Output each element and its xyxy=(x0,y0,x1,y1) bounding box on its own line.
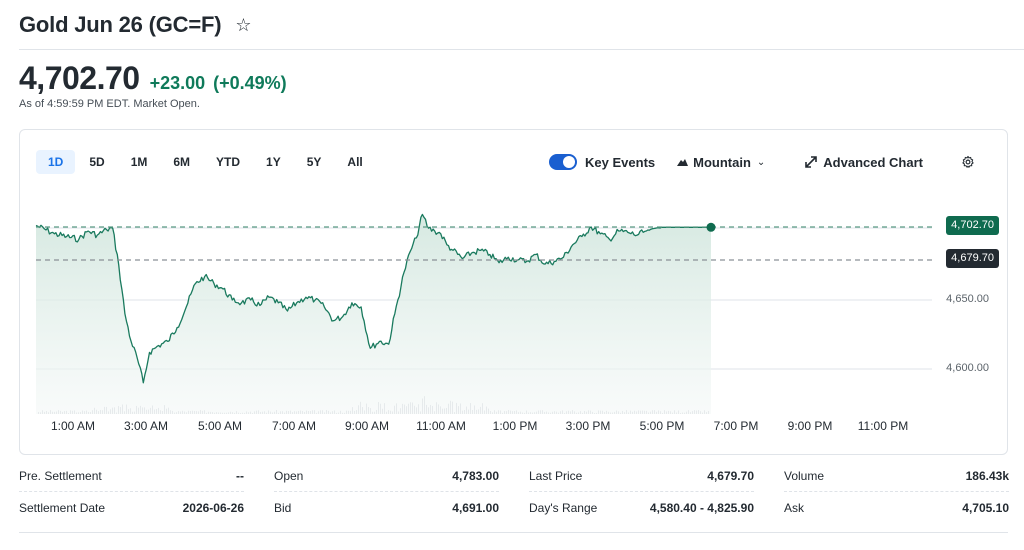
current-price-badge: 4,702.70 xyxy=(946,216,999,235)
stat-volume: Volume 186.43k xyxy=(784,461,1009,492)
stat-last-price: Last Price 4,679.70 xyxy=(529,461,754,492)
x-axis-label: 11:00 AM xyxy=(416,419,466,433)
x-axis-label: 11:00 PM xyxy=(857,419,909,433)
divider xyxy=(19,49,1024,50)
price-chart[interactable] xyxy=(20,130,1009,456)
stat-days-range: Day's Range 4,580.40 - 4,825.90 xyxy=(529,500,754,515)
x-axis-label: 7:00 AM xyxy=(271,419,317,433)
stat-bid: Bid 4,691.00 xyxy=(274,500,499,515)
stats-column: Pre. Settlement -- Settlement Date 2026-… xyxy=(19,461,244,523)
price-row: 4,702.70 +23.00 (+0.49%) xyxy=(19,60,287,97)
stat-settlement-date: Settlement Date 2026-06-26 xyxy=(19,500,244,515)
x-axis-label: 1:00 PM xyxy=(492,419,538,433)
stats-column: Open 4,783.00 Bid 4,691.00 xyxy=(274,461,499,523)
range-5y[interactable]: 5Y xyxy=(306,155,322,169)
expand-icon xyxy=(805,156,818,168)
range-1m[interactable]: 1M xyxy=(130,155,148,169)
range-6m[interactable]: 6M xyxy=(173,155,191,169)
x-axis-label: 3:00 PM xyxy=(565,419,611,433)
previous-close-badge: 4,679.70 xyxy=(946,249,999,268)
x-axis-label: 9:00 AM xyxy=(344,419,390,433)
key-events-toggle[interactable]: Key Events xyxy=(549,154,655,170)
chevron-down-icon: ⌄ xyxy=(756,156,766,168)
price-area xyxy=(36,214,711,414)
advanced-chart-button[interactable]: Advanced Chart xyxy=(805,155,923,170)
stat-ask: Ask 4,705.10 xyxy=(784,500,1009,515)
market-status: As of 4:59:59 PM EDT. Market Open. xyxy=(19,98,200,110)
range-all[interactable]: All xyxy=(347,155,363,169)
x-axis-label: 1:00 AM xyxy=(50,419,96,433)
x-axis-label: 7:00 PM xyxy=(713,419,759,433)
key-events-label: Key Events xyxy=(585,154,656,170)
x-axis-label: 3:00 AM xyxy=(123,419,169,433)
chart-toolbar: Key Events Mountain ⌄ Advanced Chart xyxy=(549,150,1007,174)
quote-header: Gold Jun 26 (GC=F) ☆ xyxy=(19,10,252,40)
range-1d[interactable]: 1D xyxy=(36,150,76,174)
gear-icon[interactable] xyxy=(961,155,975,169)
divider xyxy=(19,532,1008,533)
price-change: +23.00 xyxy=(149,73,206,93)
chart-card: 1D 5D 1M 6M YTD 1Y 5Y All Key Events Mou… xyxy=(19,129,1008,455)
chart-type-label: Mountain xyxy=(693,154,751,170)
range-ytd[interactable]: YTD xyxy=(216,155,241,169)
stats-column: Volume 186.43k Ask 4,705.10 xyxy=(784,461,1009,523)
range-1y[interactable]: 1Y xyxy=(266,155,281,169)
stat-pre-settlement: Pre. Settlement -- xyxy=(19,461,244,492)
current-price: 4,702.70 xyxy=(19,60,140,96)
y-axis-label: 4,650.00 xyxy=(946,293,989,305)
advanced-chart-label: Advanced Chart xyxy=(823,154,923,170)
range-5d[interactable]: 5D xyxy=(89,155,105,169)
x-axis-label: 5:00 PM xyxy=(639,419,685,433)
price-line xyxy=(35,213,711,384)
mountain-icon xyxy=(677,159,689,166)
star-icon[interactable]: ☆ xyxy=(235,15,252,35)
current-price-dot xyxy=(706,222,716,232)
stat-open: Open 4,783.00 xyxy=(274,461,499,492)
toggle-switch[interactable] xyxy=(549,154,578,170)
chart-type-dropdown[interactable]: Mountain ⌄ xyxy=(677,155,765,170)
page-title: Gold Jun 26 (GC=F) xyxy=(19,12,222,37)
range-selector: 1D 5D 1M 6M YTD 1Y 5Y All xyxy=(36,150,377,174)
stats-column: Last Price 4,679.70 Day's Range 4,580.40… xyxy=(529,461,754,523)
x-axis-label: 9:00 PM xyxy=(787,419,833,433)
y-axis-label: 4,600.00 xyxy=(946,362,989,374)
x-axis: 1:00 AM 3:00 AM 5:00 AM 7:00 AM 9:00 AM … xyxy=(20,419,1007,435)
price-change-percent: (+0.49%) xyxy=(213,73,287,93)
x-axis-label: 5:00 AM xyxy=(197,419,243,433)
